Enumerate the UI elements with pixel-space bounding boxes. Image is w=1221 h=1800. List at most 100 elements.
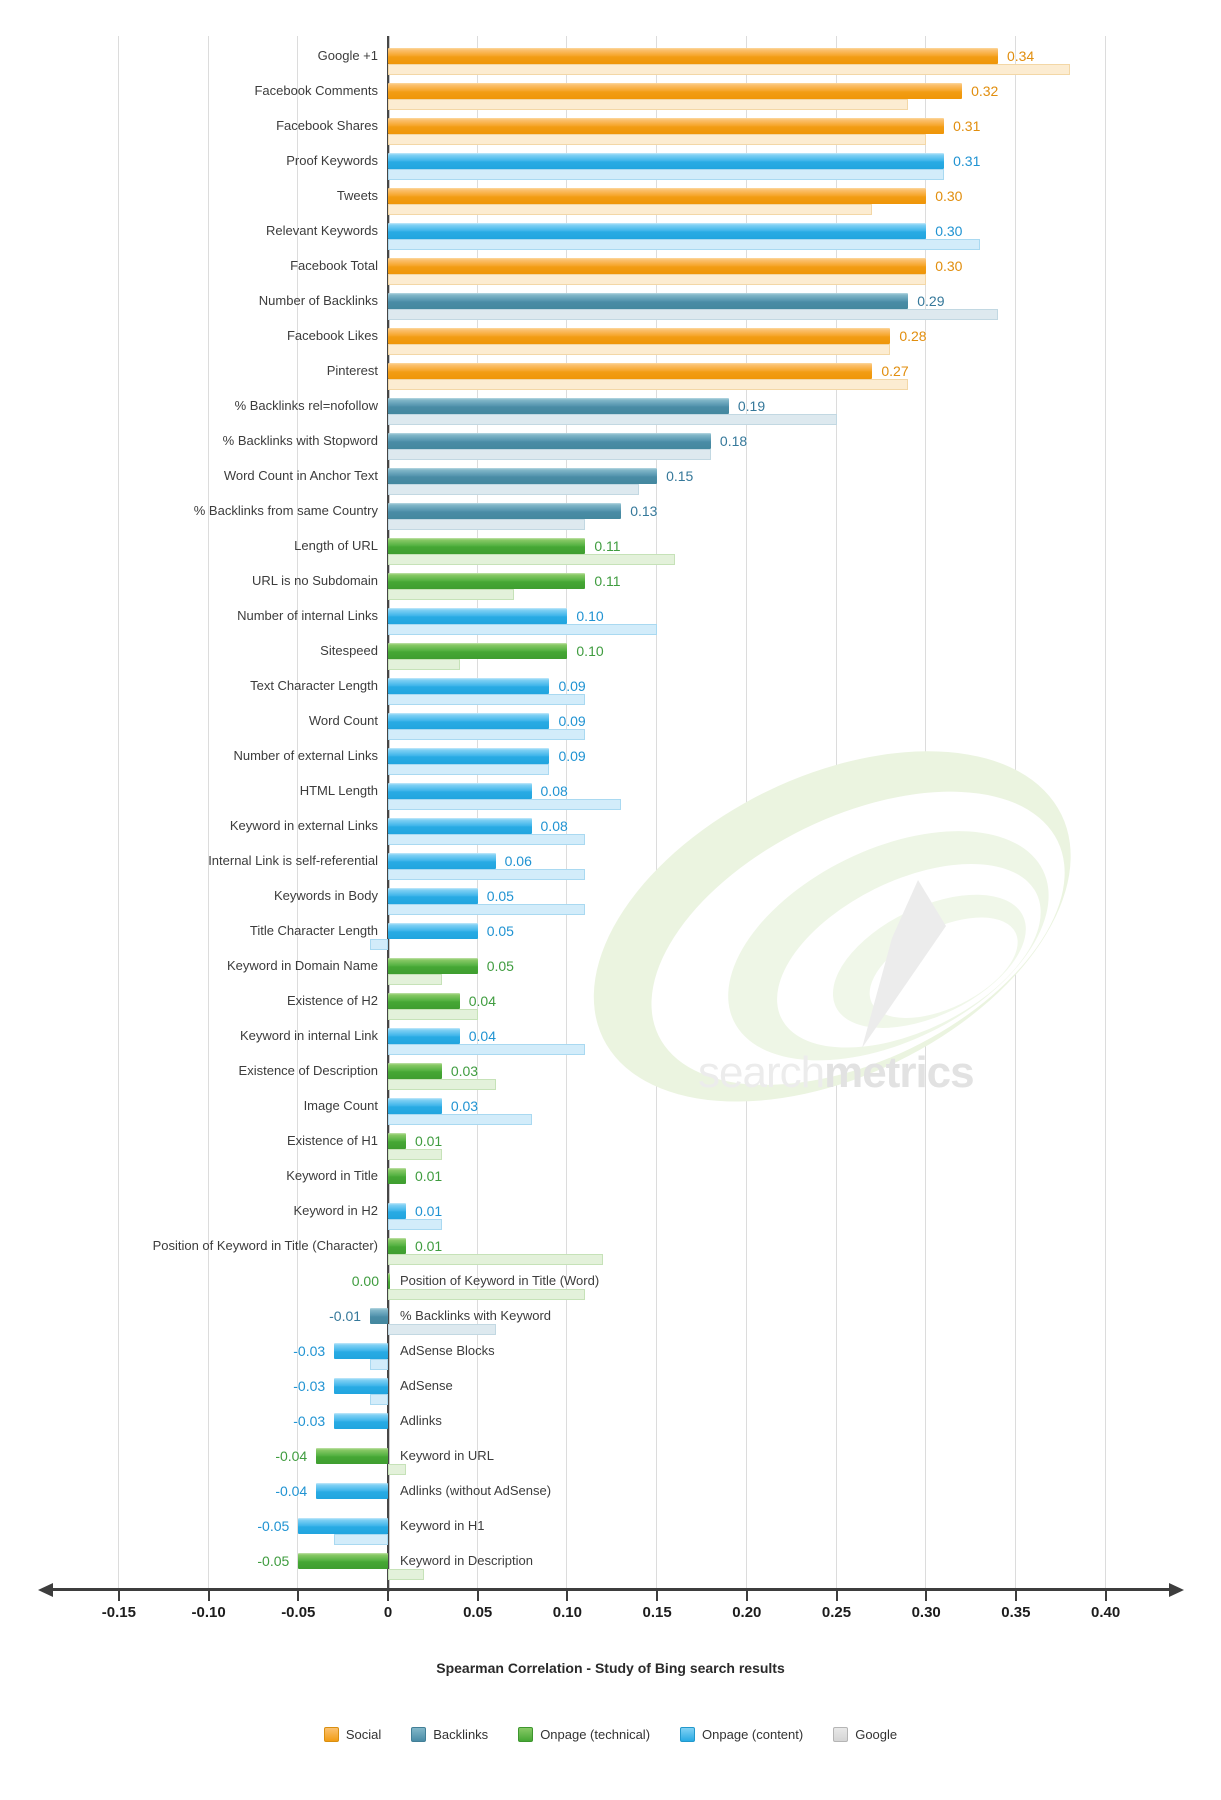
bar: [316, 1448, 388, 1464]
bar-value: 0.01: [414, 1238, 443, 1254]
bar-label: Internal Link is self-referential: [208, 853, 378, 868]
google-comparison-bar: [388, 764, 550, 775]
bar-value: 0.04: [468, 993, 496, 1009]
google-comparison-bar: [388, 624, 658, 635]
bar-value: 0.15: [666, 468, 694, 484]
x-axis-tick: [476, 1589, 479, 1601]
x-axis-tick-label: 0.40: [1090, 1604, 1121, 1621]
bar: [298, 1553, 388, 1569]
bar-value: 0.01: [414, 1133, 443, 1149]
bar-value: -0.03: [293, 1343, 326, 1359]
bar-value: 0.08: [540, 783, 568, 799]
bar-label: HTML Length: [299, 783, 378, 798]
bar-label: Google +1: [317, 48, 378, 63]
google-comparison-bar: [388, 869, 586, 880]
bar-label: Adlinks: [400, 1413, 442, 1428]
google-comparison-bar: [388, 1324, 496, 1335]
bar-value: 0.10: [576, 608, 604, 624]
bar-label: Facebook Total: [290, 258, 378, 273]
google-comparison-bar: [388, 729, 586, 740]
bar-value: 0.05: [486, 888, 514, 904]
bar: [388, 818, 532, 834]
bar-value: 0.03: [450, 1063, 479, 1079]
bar-value: -0.04: [275, 1483, 308, 1499]
legend-item-social: Social: [323, 1727, 382, 1742]
x-axis-tick-label: 0.25: [821, 1604, 852, 1621]
bar-label: Facebook Comments: [254, 83, 378, 98]
legend-swatch-onpage_technical: [518, 1727, 534, 1742]
bar-label: Proof Keywords: [286, 153, 378, 168]
legend-item-backlinks: Backlinks: [411, 1727, 488, 1742]
bar-value: -0.04: [275, 1448, 308, 1464]
bar-value: 0.03: [450, 1098, 479, 1114]
bar-value: 0.29: [917, 293, 945, 309]
legend-label: Google: [855, 1727, 898, 1742]
bar-value: 0.30: [935, 223, 963, 239]
watermark-brand-light: search: [698, 1048, 825, 1097]
bar-value: 0.32: [971, 83, 999, 99]
x-axis-tick: [387, 1589, 389, 1601]
google-comparison-bar: [388, 1464, 406, 1475]
bar-value: 0.05: [486, 923, 514, 939]
google-comparison-bar: [388, 1044, 586, 1055]
x-axis-tick: [1014, 1589, 1017, 1601]
google-comparison-bar: [388, 379, 909, 390]
bar-label: Adlinks (without AdSense): [400, 1483, 552, 1498]
google-comparison-bar: [388, 1219, 442, 1230]
x-axis-tick: [117, 1589, 120, 1601]
bar: [388, 783, 532, 799]
legend-label: Social: [345, 1727, 382, 1742]
bar-label: Word Count in Anchor Text: [223, 468, 378, 483]
bar: [388, 888, 478, 904]
bar-value: 0.09: [558, 713, 586, 729]
google-comparison-bar: [388, 554, 676, 565]
bar-value: 0.28: [899, 328, 927, 344]
google-comparison-bar: [388, 904, 586, 915]
legend: Social Backlinks Onpage (technical) Onpage …: [0, 1727, 1221, 1742]
x-axis-tick-label: 0.15: [642, 1604, 672, 1621]
bar-label: Text Character Length: [250, 678, 378, 693]
bar-label: Number of Backlinks: [258, 293, 378, 308]
bar: [388, 1238, 406, 1254]
bar: [388, 328, 891, 344]
bar-label: Keyword in internal Link: [239, 1028, 378, 1043]
bar-value: 0.01: [414, 1203, 443, 1219]
bar-label: Number of internal Links: [237, 608, 378, 623]
bar-value: 0.30: [935, 188, 963, 204]
x-axis-tick-label: 0.20: [732, 1604, 762, 1621]
bar-label: Number of external Links: [233, 748, 378, 763]
google-comparison-bar: [334, 1534, 388, 1545]
bar-value: 0.13: [630, 503, 658, 519]
google-comparison-bar: [388, 204, 873, 215]
bar-value: 0.08: [540, 818, 568, 834]
bar: [388, 118, 945, 134]
bar-label: Keyword in Domain Name: [226, 958, 378, 973]
bar: [388, 223, 927, 239]
watermark-brand-text: searchmetrics: [698, 1048, 975, 1098]
bar: [334, 1378, 388, 1394]
google-comparison-bar: [388, 694, 586, 705]
google-comparison-bar: [388, 414, 837, 425]
bar: [388, 503, 622, 519]
bar-value: -0.03: [293, 1378, 326, 1394]
google-comparison-bar: [388, 274, 927, 285]
bar-label: Existence of H2: [286, 993, 378, 1008]
x-axis-tick-label: 0.30: [911, 1604, 941, 1621]
bar: [388, 398, 729, 414]
bar: [388, 188, 927, 204]
gridline: [1105, 36, 1106, 1589]
bar: [388, 608, 568, 624]
bar-value: 0.10: [576, 643, 604, 659]
bar-value: 0.11: [594, 538, 621, 554]
legend-label: Backlinks: [433, 1727, 489, 1742]
x-axis-line: [52, 1588, 1170, 1591]
legend-label: Onpage (technical): [540, 1727, 651, 1742]
legend-swatch-social: [323, 1727, 339, 1742]
google-comparison-bar: [388, 1254, 604, 1265]
legend-item-onpage_technical: Onpage (technical): [518, 1727, 650, 1742]
bar-label: Keywords in Body: [273, 888, 378, 903]
bar-label: Keyword in H1: [400, 1518, 485, 1533]
bar-value: 0.00: [351, 1273, 379, 1289]
bar-label: AdSense: [400, 1378, 453, 1393]
bar: [388, 678, 550, 694]
